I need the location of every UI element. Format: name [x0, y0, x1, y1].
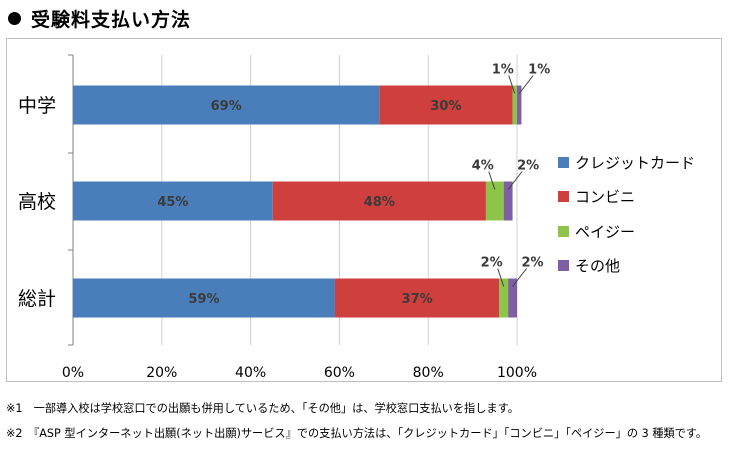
- bar-segment: [379, 85, 513, 125]
- bar-segment: [517, 85, 522, 125]
- legend-swatch: [558, 191, 569, 202]
- leader-line: [488, 171, 496, 190]
- legend-label: コンビニ: [575, 188, 635, 206]
- footnote-1: ※1 一部導入校は学校窓口での出願も併用しているため、「その他」は、学校窓口支払…: [6, 402, 519, 415]
- x-tick-label: 60%: [324, 365, 355, 381]
- data-label: 37%: [402, 292, 433, 307]
- bar-segment: [508, 278, 517, 318]
- bar-segment: [272, 181, 486, 221]
- legend-swatch: [558, 260, 569, 271]
- data-label: 2%: [481, 256, 503, 271]
- bullet-icon: [8, 11, 21, 25]
- leader-line: [512, 268, 527, 287]
- x-tick-label: 80%: [413, 365, 444, 381]
- data-label: 48%: [364, 195, 395, 210]
- legend-swatch: [558, 226, 569, 237]
- data-label: 30%: [430, 99, 461, 114]
- x-tick-label: 40%: [235, 365, 266, 381]
- category-label: 総計: [18, 288, 56, 310]
- bar-segment: [73, 278, 335, 318]
- data-label: 2%: [517, 159, 539, 174]
- data-label: 2%: [522, 256, 544, 271]
- bar-segment: [485, 181, 504, 221]
- data-label: 1%: [492, 63, 514, 78]
- data-label: 69%: [211, 99, 242, 114]
- legend-label: その他: [575, 257, 620, 275]
- footnote-2: ※2 『ASP 型インターネット出願(ネット出願)サービス』での支払い方法は、「…: [6, 427, 708, 440]
- bar-segment: [512, 85, 517, 125]
- bar-segment: [73, 181, 273, 221]
- bar-segment: [503, 181, 513, 221]
- category-label: 高校: [18, 191, 56, 213]
- leader-line: [508, 75, 516, 94]
- bar-segment: [499, 278, 509, 318]
- bar-segment: [334, 278, 500, 318]
- legend-label: ペイジー: [575, 223, 635, 241]
- page-title: 受験料支払い方法: [31, 8, 192, 31]
- category-label: 中学: [18, 95, 56, 117]
- data-label: 1%: [528, 63, 550, 78]
- leader-line: [507, 171, 523, 190]
- x-tick-label: 0%: [62, 365, 84, 381]
- bar-segment: [73, 85, 380, 125]
- data-label: 4%: [472, 159, 494, 174]
- leader-line: [518, 75, 534, 94]
- legend-swatch: [558, 157, 569, 168]
- x-tick-label: 20%: [146, 365, 177, 381]
- data-label: 45%: [157, 195, 188, 210]
- legend-label: クレジットカード: [575, 154, 695, 172]
- x-tick-label: 100%: [497, 365, 537, 381]
- page-heading: 受験料支払い方法: [8, 6, 192, 31]
- data-label: 59%: [188, 292, 219, 307]
- leader-line: [497, 268, 505, 287]
